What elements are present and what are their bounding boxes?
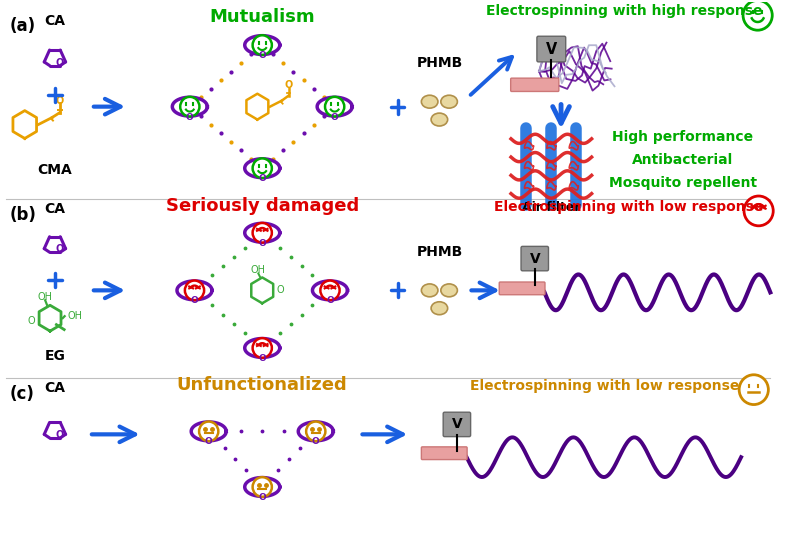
Circle shape [253, 35, 272, 55]
Text: High performance: High performance [612, 130, 754, 144]
Text: O: O [312, 438, 320, 446]
Polygon shape [191, 422, 227, 441]
FancyBboxPatch shape [499, 282, 545, 295]
Text: O: O [191, 296, 199, 306]
Text: Mosquito repellent: Mosquito repellent [609, 176, 757, 190]
Text: O: O [285, 80, 293, 90]
Circle shape [253, 477, 272, 497]
Ellipse shape [421, 284, 438, 297]
Text: CA: CA [45, 202, 65, 216]
Text: O: O [277, 285, 285, 295]
Text: (b): (b) [10, 206, 36, 224]
Text: O: O [258, 354, 266, 363]
Polygon shape [245, 159, 280, 177]
Circle shape [185, 281, 204, 300]
Text: PHMB: PHMB [417, 56, 463, 70]
Text: Unfunctionalized: Unfunctionalized [176, 375, 347, 394]
FancyBboxPatch shape [521, 246, 549, 271]
Circle shape [739, 375, 768, 405]
Circle shape [180, 97, 200, 116]
Circle shape [253, 159, 272, 178]
Circle shape [743, 1, 772, 30]
Text: V: V [545, 42, 557, 57]
Polygon shape [245, 36, 280, 55]
Text: O: O [331, 113, 339, 122]
Text: Seriously damaged: Seriously damaged [165, 197, 359, 215]
Text: (a): (a) [10, 17, 35, 35]
Ellipse shape [441, 95, 457, 108]
Text: O: O [186, 113, 194, 122]
Ellipse shape [441, 284, 457, 297]
Circle shape [744, 196, 774, 226]
Polygon shape [317, 97, 352, 116]
Text: Mutualism: Mutualism [209, 8, 315, 27]
Ellipse shape [421, 95, 438, 108]
Text: O: O [258, 493, 266, 502]
Text: V: V [529, 252, 540, 266]
Text: O: O [258, 239, 266, 248]
Circle shape [320, 281, 339, 300]
Text: Antibacterial: Antibacterial [632, 153, 733, 167]
Text: O: O [55, 57, 64, 68]
FancyBboxPatch shape [421, 447, 467, 459]
FancyBboxPatch shape [510, 78, 559, 91]
Polygon shape [245, 223, 280, 242]
Circle shape [199, 421, 219, 441]
FancyBboxPatch shape [443, 412, 471, 437]
Text: Air filter: Air filter [522, 201, 580, 214]
Text: O: O [258, 51, 266, 60]
Text: OH: OH [68, 311, 83, 321]
Text: O: O [205, 438, 212, 446]
Text: CA: CA [45, 14, 65, 28]
Text: O: O [28, 316, 36, 326]
Text: Electrospinning with low response: Electrospinning with low response [470, 379, 739, 393]
Polygon shape [298, 422, 333, 441]
Text: O: O [258, 174, 266, 183]
Polygon shape [177, 281, 212, 300]
Text: OH: OH [251, 266, 266, 275]
Text: O: O [326, 296, 334, 306]
Ellipse shape [431, 113, 448, 126]
Text: Electrospinning with high response: Electrospinning with high response [486, 4, 762, 18]
Circle shape [253, 338, 272, 358]
FancyBboxPatch shape [537, 36, 566, 62]
Text: O: O [55, 244, 64, 254]
Circle shape [325, 97, 344, 116]
Circle shape [253, 223, 272, 242]
Text: V: V [452, 418, 462, 431]
Text: PHMB: PHMB [417, 245, 463, 259]
Polygon shape [245, 478, 280, 497]
Text: (c): (c) [10, 385, 34, 403]
Text: Electrospinning with low response: Electrospinning with low response [494, 200, 764, 214]
Text: EG: EG [45, 349, 65, 363]
Text: CMA: CMA [37, 163, 72, 177]
Circle shape [306, 421, 325, 441]
Text: CA: CA [45, 381, 65, 394]
Polygon shape [312, 281, 347, 300]
Ellipse shape [431, 302, 448, 315]
Polygon shape [173, 97, 207, 116]
Polygon shape [245, 339, 280, 358]
Text: O: O [56, 96, 64, 105]
Text: OH: OH [37, 292, 52, 302]
Text: O: O [55, 430, 64, 440]
